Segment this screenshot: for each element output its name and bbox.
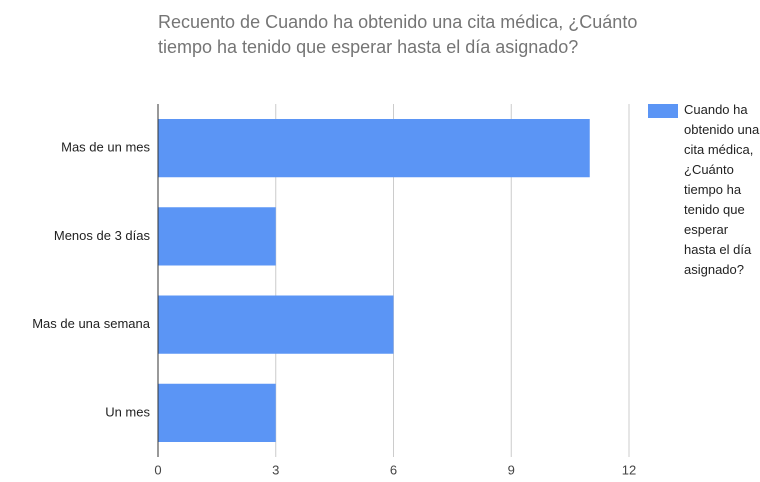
- bar: [158, 295, 394, 354]
- y-tick-label: Mas de un mes: [61, 140, 150, 155]
- x-tick-label: 12: [622, 462, 636, 477]
- x-tick-label: 3: [272, 462, 279, 477]
- y-tick-label: Menos de 3 días: [54, 228, 151, 243]
- y-tick-label: Un mes: [105, 404, 150, 419]
- x-tick-label: 9: [508, 462, 515, 477]
- chart-title: Recuento de Cuando ha obtenido una cita …: [158, 12, 638, 57]
- y-tick-label: Mas de una semana: [32, 316, 151, 331]
- x-tick-label: 0: [154, 462, 161, 477]
- bar: [158, 207, 276, 266]
- legend-swatch: [648, 104, 678, 118]
- bar: [158, 383, 276, 442]
- bar: [158, 119, 590, 178]
- x-tick-label: 6: [390, 462, 397, 477]
- legend-label: Cuando ha obtenido una cita médica, ¿Cuá…: [684, 102, 760, 277]
